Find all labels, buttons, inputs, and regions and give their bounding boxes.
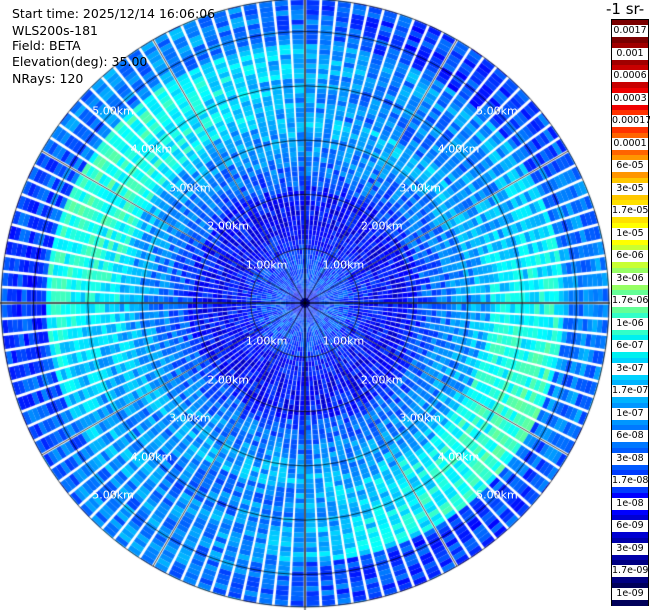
colorbar-tick-label: 6e-05 [612, 160, 648, 173]
range-ring-label: 2.00km [360, 219, 403, 233]
colorbar-tick-label: 6e-08 [612, 430, 648, 443]
nrays-text: NRays: 120 [12, 71, 84, 86]
field-text: Field: BETA [12, 38, 81, 53]
colorbar-tick-label: 0.00017 [612, 115, 650, 128]
colorbar-tick-label: 6e-06 [612, 250, 648, 263]
colorbar-tick-label: 1.7e-09 [612, 565, 649, 578]
range-ring-label: 3.00km [169, 181, 211, 195]
range-ring-label: 5.00km [92, 104, 134, 118]
colorbar-tick-label: 0.0017 [612, 25, 648, 38]
colorbar-tick-label: 1e-06 [612, 317, 648, 330]
range-ring-label: 5.00km [476, 488, 518, 502]
range-ring-label: 4.00km [130, 142, 173, 156]
colorbar-tick-label: 1.7e-06 [612, 295, 649, 308]
instrument-text: WLS200s-181 [12, 23, 98, 38]
colorbar-tick-label: 3e-09 [612, 542, 648, 555]
colorbar-tick-label: 0.001 [612, 47, 648, 60]
colorbar-tick-label: 1.7e-07 [612, 385, 649, 398]
range-ring-label: 3.00km [399, 181, 441, 195]
colorbar-tick-label: 3e-05 [612, 182, 648, 195]
colorbar-tick-label: 6e-09 [612, 520, 648, 533]
range-ring-label: 5.00km [476, 104, 518, 118]
colorbar-tick-label: 1e-09 [612, 587, 648, 600]
range-ring-label: 4.00km [437, 450, 480, 464]
range-ring-label: 3.00km [399, 411, 441, 425]
colorbar-tick-label: 0.0006 [612, 70, 648, 83]
range-ring-label: 1.00km [322, 258, 365, 272]
range-ring-label: 1.00km [245, 258, 288, 272]
colorbar-tick-label: 1e-05 [612, 227, 648, 240]
colorbar-tick-label: 6e-07 [612, 340, 648, 353]
range-ring-label: 4.00km [130, 450, 173, 464]
range-ring-label: 5.00km [92, 488, 134, 502]
start-time-text: Start time: 2025/12/14 16:06:06 [12, 6, 216, 21]
colorbar-tick-label: 1.7e-05 [612, 205, 649, 218]
range-ring-label: 1.00km [245, 334, 288, 348]
colorbar-tick-label: 1e-08 [612, 497, 648, 510]
colorbar-title: -1 sr- [606, 0, 645, 18]
range-ring-label: 2.00km [360, 373, 403, 387]
range-ring-label: 3.00km [169, 411, 211, 425]
range-ring-label: 2.00km [207, 219, 250, 233]
colorbar-tick-label: 3e-08 [612, 452, 648, 465]
colorbar: 0.0017 0.001 0.0006 0.0003 0.00017 0.0001 6e-0… [611, 19, 650, 606]
range-ring-label: 4.00km [437, 142, 480, 156]
elevation-text: Elevation(deg): 35.00 [12, 54, 148, 69]
colorbar-tick-label: 3e-06 [612, 272, 648, 285]
colorbar-tick-label: 3e-07 [612, 362, 648, 375]
colorbar-tick-label: 1.7e-08 [612, 475, 649, 488]
range-ring-label: 2.00km [207, 373, 250, 387]
colorbar-tick-label: 1e-07 [612, 407, 648, 420]
colorbar-tick-label: 0.0001 [612, 137, 648, 150]
range-ring-label: 1.00km [322, 334, 365, 348]
colorbar-tick-label: 0.0003 [612, 92, 648, 105]
